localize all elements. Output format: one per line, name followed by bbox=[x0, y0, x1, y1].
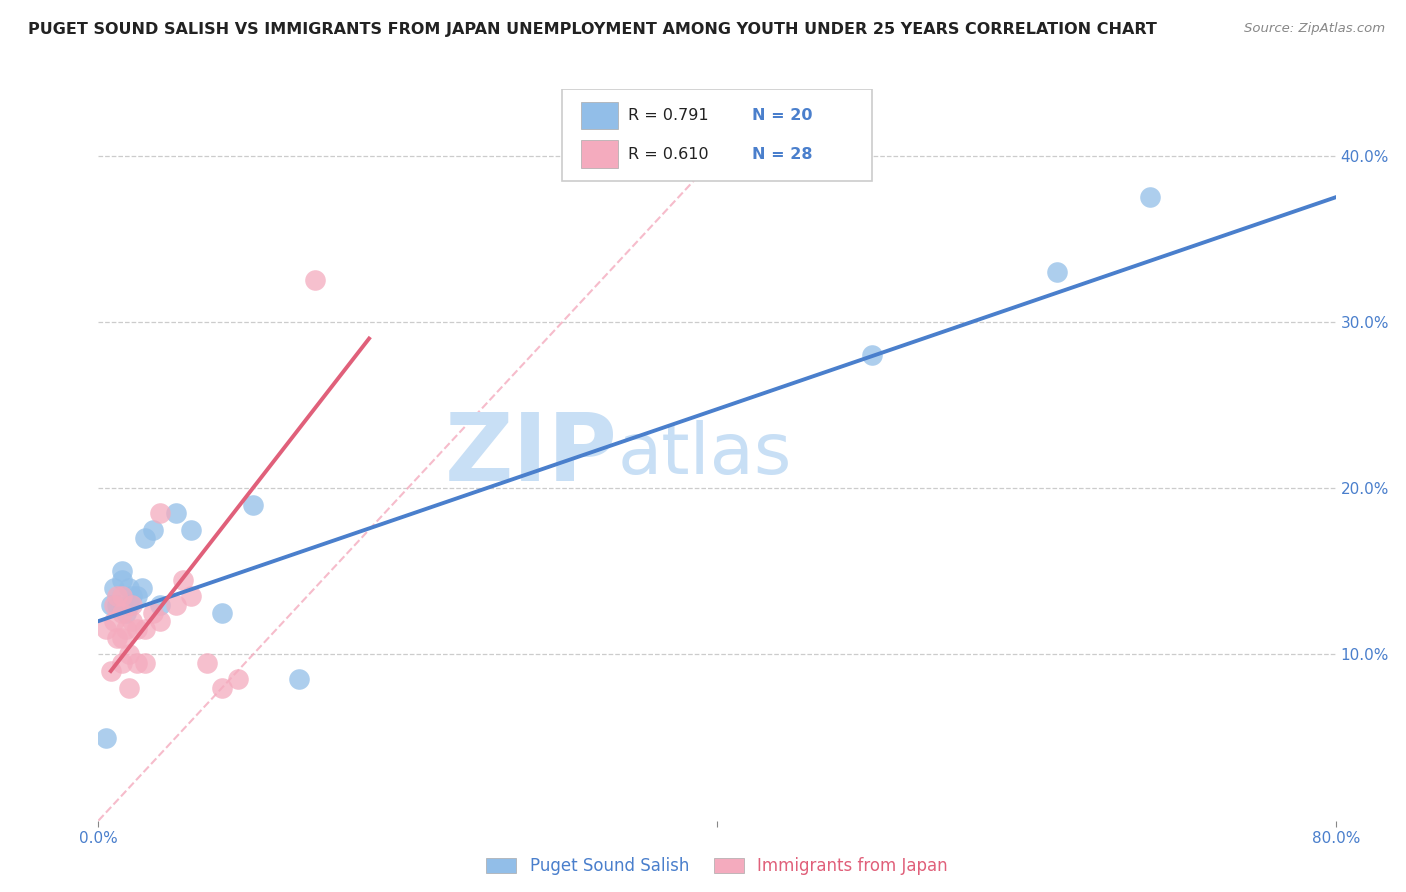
Point bbox=[115, 606, 138, 620]
Text: ZIP: ZIP bbox=[446, 409, 619, 501]
Text: R = 0.791: R = 0.791 bbox=[628, 108, 709, 123]
FancyBboxPatch shape bbox=[562, 89, 872, 180]
Point bbox=[131, 581, 153, 595]
Point bbox=[288, 673, 311, 687]
Point bbox=[105, 631, 128, 645]
Point bbox=[860, 348, 883, 362]
Point bbox=[180, 589, 202, 603]
Point bbox=[149, 614, 172, 628]
Point bbox=[149, 506, 172, 520]
Point bbox=[121, 598, 143, 612]
Text: atlas: atlas bbox=[619, 420, 793, 490]
Point bbox=[103, 581, 125, 595]
Point bbox=[103, 614, 125, 628]
Point bbox=[118, 681, 141, 695]
Text: N = 20: N = 20 bbox=[752, 108, 813, 123]
Point bbox=[96, 731, 118, 745]
Point bbox=[105, 589, 128, 603]
Point bbox=[127, 589, 149, 603]
Point bbox=[304, 273, 326, 287]
Text: PUGET SOUND SALISH VS IMMIGRANTS FROM JAPAN UNEMPLOYMENT AMONG YOUTH UNDER 25 YE: PUGET SOUND SALISH VS IMMIGRANTS FROM JA… bbox=[28, 22, 1157, 37]
Point bbox=[211, 606, 233, 620]
Point bbox=[111, 564, 134, 578]
Text: Source: ZipAtlas.com: Source: ZipAtlas.com bbox=[1244, 22, 1385, 36]
Point bbox=[103, 598, 125, 612]
Point bbox=[111, 631, 134, 645]
Point bbox=[1139, 190, 1161, 204]
Point bbox=[111, 656, 134, 670]
Point bbox=[173, 573, 195, 587]
Text: R = 0.610: R = 0.610 bbox=[628, 147, 709, 161]
Point bbox=[111, 589, 134, 603]
Point bbox=[134, 656, 156, 670]
Point bbox=[111, 573, 134, 587]
Point bbox=[118, 648, 141, 662]
Point bbox=[180, 523, 202, 537]
Point bbox=[121, 589, 143, 603]
Point bbox=[118, 581, 141, 595]
Point bbox=[100, 598, 122, 612]
Point bbox=[211, 681, 233, 695]
Point bbox=[127, 623, 149, 637]
Point bbox=[118, 598, 141, 612]
Point bbox=[96, 623, 118, 637]
Point bbox=[226, 673, 249, 687]
Point bbox=[115, 623, 138, 637]
Point bbox=[127, 656, 149, 670]
Legend: Puget Sound Salish, Immigrants from Japan: Puget Sound Salish, Immigrants from Japa… bbox=[479, 850, 955, 882]
Text: N = 28: N = 28 bbox=[752, 147, 813, 161]
Point bbox=[134, 623, 156, 637]
Point bbox=[165, 506, 187, 520]
Point bbox=[105, 598, 128, 612]
Point bbox=[149, 598, 172, 612]
Bar bbox=[581, 140, 619, 169]
Point bbox=[142, 523, 165, 537]
Bar bbox=[581, 102, 619, 129]
Point bbox=[134, 531, 156, 545]
Point bbox=[195, 656, 218, 670]
Point bbox=[165, 598, 187, 612]
Point bbox=[100, 664, 122, 678]
Point bbox=[121, 614, 143, 628]
Point bbox=[111, 606, 134, 620]
Point bbox=[142, 606, 165, 620]
Point bbox=[242, 498, 264, 512]
Point bbox=[1046, 265, 1069, 279]
